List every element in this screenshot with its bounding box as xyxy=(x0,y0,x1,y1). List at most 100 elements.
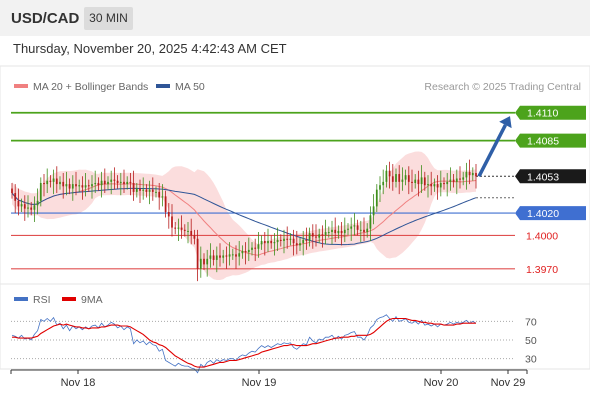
candle xyxy=(299,237,301,252)
rsi-tick-50: 50 xyxy=(525,335,537,347)
candle xyxy=(75,171,77,196)
candle xyxy=(78,179,81,192)
candle xyxy=(273,233,276,256)
candle xyxy=(257,232,260,258)
ma20-legend-label: MA 20 + Bollinger Bands xyxy=(33,81,148,93)
candle xyxy=(427,175,429,198)
forecast-arrow-shaft xyxy=(477,124,507,178)
chart-datetime: Thursday, November 20, 2025 4:42:43 AM C… xyxy=(13,41,287,56)
ma20-legend-swatch xyxy=(14,84,28,88)
candle xyxy=(167,203,170,229)
candle xyxy=(17,188,20,216)
candle xyxy=(350,217,353,241)
chart-header: USD/CAD 30 MIN xyxy=(0,0,590,36)
candle xyxy=(359,220,362,243)
candle xyxy=(199,246,202,278)
candle xyxy=(449,167,452,191)
candle xyxy=(305,227,308,250)
candle xyxy=(84,172,87,197)
candle xyxy=(23,195,26,221)
candle xyxy=(267,228,269,253)
candle xyxy=(459,166,461,189)
candle xyxy=(334,217,337,243)
candle xyxy=(177,218,180,241)
candle xyxy=(251,242,253,256)
current-price-tag xyxy=(515,169,586,184)
candle xyxy=(356,219,359,236)
candle xyxy=(311,224,314,249)
candle xyxy=(110,170,113,195)
candle xyxy=(372,194,375,225)
candle xyxy=(212,249,215,266)
candle xyxy=(247,237,250,262)
candle xyxy=(161,184,164,207)
bollinger-band xyxy=(12,151,476,280)
level-label-1.4110: 1.4110 xyxy=(527,108,558,120)
candle xyxy=(33,196,36,223)
candle xyxy=(135,182,138,198)
candle xyxy=(417,170,420,197)
candle xyxy=(395,168,397,188)
candle xyxy=(238,240,241,266)
rsi-tick-30: 30 xyxy=(525,354,537,366)
candle xyxy=(388,161,391,189)
candle xyxy=(289,233,292,246)
candle xyxy=(126,176,129,190)
current-price-label: 1.4053 xyxy=(527,171,559,183)
candle xyxy=(353,213,356,236)
candle xyxy=(203,253,205,270)
candle xyxy=(43,174,45,197)
candle xyxy=(39,177,42,207)
candle xyxy=(324,219,327,245)
candle xyxy=(430,171,433,196)
candle xyxy=(308,227,311,247)
candle xyxy=(103,168,106,194)
candle xyxy=(414,174,417,189)
candle xyxy=(206,249,209,277)
ma50-line xyxy=(11,187,477,246)
candle xyxy=(20,198,23,212)
candle xyxy=(225,246,228,269)
candle xyxy=(71,175,74,201)
candle xyxy=(471,167,474,181)
x-tick-label: Nov 19 xyxy=(242,377,277,389)
candle xyxy=(228,242,231,266)
price-level-labels: 1.4110 1.4085 1.4020 1.4000 1.3970 1.4053 xyxy=(477,105,586,276)
candle xyxy=(222,249,225,264)
candle xyxy=(183,224,186,237)
candle xyxy=(65,171,68,196)
candle xyxy=(404,169,407,186)
candle xyxy=(196,229,199,282)
candle xyxy=(14,184,17,214)
level-label-1.4000: 1.4000 xyxy=(526,230,558,242)
level-tag-1.4110 xyxy=(515,105,586,120)
candle xyxy=(139,179,141,204)
candle xyxy=(375,184,378,212)
research-credit: Research © 2025 Trading Central xyxy=(424,81,581,93)
candle xyxy=(187,222,189,244)
candle xyxy=(401,167,404,191)
candle xyxy=(283,229,285,254)
candle xyxy=(46,168,49,194)
candle xyxy=(391,164,394,191)
candle xyxy=(231,248,234,260)
timeframe-button[interactable]: 30 MIN xyxy=(84,7,133,30)
candle xyxy=(302,230,305,256)
candle xyxy=(164,190,167,218)
candle xyxy=(420,165,423,194)
candle xyxy=(439,170,442,197)
level-tag-1.4085 xyxy=(515,133,586,148)
candle xyxy=(343,217,346,243)
candle xyxy=(55,166,58,194)
candle xyxy=(455,169,458,195)
rsi-legend-label: RSI xyxy=(33,294,51,306)
rsi-tick-70: 70 xyxy=(525,316,537,328)
candle xyxy=(145,184,148,198)
candle xyxy=(116,175,119,189)
candle xyxy=(87,179,90,192)
candle xyxy=(379,176,381,202)
candle xyxy=(68,178,71,195)
candle xyxy=(241,245,244,259)
x-tick-label: Nov 20 xyxy=(424,377,459,389)
